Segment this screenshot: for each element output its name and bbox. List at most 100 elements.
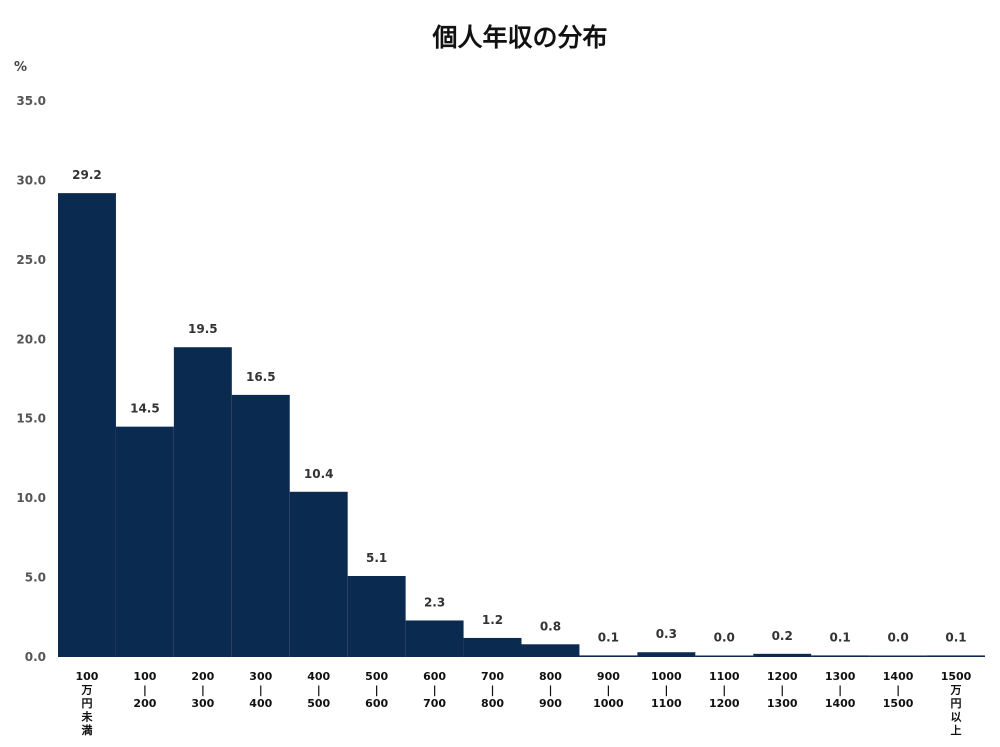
x-axis: 100万円未満100|200200|300300|400400|500500|6… xyxy=(75,670,971,737)
y-tick-label: 0.0 xyxy=(25,650,46,664)
x-tick-label-line: | xyxy=(838,684,842,697)
bar xyxy=(58,193,116,657)
bar xyxy=(289,491,348,657)
y-axis-unit: % xyxy=(14,60,27,75)
x-tick-label-line: | xyxy=(143,684,147,697)
bar xyxy=(811,655,870,657)
x-tick-label-line: 1300 xyxy=(767,697,798,710)
bar xyxy=(869,655,928,657)
data-label: 5.1 xyxy=(366,551,387,565)
x-tick-label-line: | xyxy=(433,684,437,697)
data-label: 16.5 xyxy=(246,370,276,384)
x-tick-label-line: 以 xyxy=(951,711,962,724)
x-tick-label-line: 1000 xyxy=(593,697,624,710)
x-tick-label-line: | xyxy=(780,684,784,697)
y-tick-label: 30.0 xyxy=(16,173,46,187)
x-tick-label: 1300|1400 xyxy=(825,670,856,710)
x-tick-label-line: 1200 xyxy=(709,697,740,710)
bar xyxy=(695,655,754,657)
x-tick-label-line: 800 xyxy=(481,697,504,710)
data-label: 0.3 xyxy=(656,627,677,641)
bar xyxy=(637,652,696,657)
y-tick-label: 15.0 xyxy=(16,412,46,426)
data-label: 10.4 xyxy=(304,467,334,481)
bar xyxy=(463,637,522,657)
x-tick-label-line: 1500 xyxy=(883,697,914,710)
x-tick-label-line: 500 xyxy=(307,697,330,710)
bar xyxy=(173,347,232,657)
x-tick-label-line: 円 xyxy=(81,697,92,710)
x-tick-label: 1100|1200 xyxy=(709,670,740,710)
chart-title: 個人年収の分布 xyxy=(431,23,607,52)
bar xyxy=(927,655,985,657)
x-tick-label-line: 300 xyxy=(249,670,272,683)
x-tick-label-line: 800 xyxy=(539,670,562,683)
x-tick-label-line: 1200 xyxy=(767,670,798,683)
x-tick-label-line: 上 xyxy=(951,723,962,737)
x-tick-label-line: | xyxy=(317,684,321,697)
x-tick-label-line: 200 xyxy=(191,670,214,683)
bar xyxy=(405,620,464,657)
x-tick-label-line: 400 xyxy=(249,697,272,710)
x-tick-label: 100|200 xyxy=(133,670,156,710)
x-tick-label: 200|300 xyxy=(191,670,214,710)
bars xyxy=(58,193,985,657)
bar xyxy=(231,394,290,657)
x-tick-label-line: 400 xyxy=(307,670,330,683)
x-tick-label: 900|1000 xyxy=(593,670,624,710)
data-label: 0.1 xyxy=(945,630,966,644)
x-tick-label-line: 1400 xyxy=(825,697,856,710)
bar xyxy=(115,426,174,657)
x-tick-label-line: | xyxy=(491,684,495,697)
y-tick-label: 20.0 xyxy=(16,332,46,346)
x-tick-label: 700|800 xyxy=(481,670,504,710)
y-tick-label: 5.0 xyxy=(25,571,46,585)
bar xyxy=(753,653,812,657)
bar xyxy=(521,644,580,657)
x-tick-label-line: 未 xyxy=(80,710,93,724)
x-tick-label: 800|900 xyxy=(539,670,562,710)
x-tick-label: 1000|1100 xyxy=(651,670,682,710)
x-tick-label-line: 600 xyxy=(423,670,446,683)
data-label: 0.8 xyxy=(540,619,561,633)
data-label: 2.3 xyxy=(424,595,445,609)
x-tick-label-line: 1300 xyxy=(825,670,856,683)
x-tick-label-line: 1000 xyxy=(651,670,682,683)
x-tick-label-line: 900 xyxy=(539,697,562,710)
bar xyxy=(579,655,638,657)
x-tick-label-line: 1100 xyxy=(709,670,740,683)
x-tick-label-line: 700 xyxy=(481,670,504,683)
x-tick-label-line: | xyxy=(606,684,610,697)
data-label: 0.1 xyxy=(598,630,619,644)
x-tick-label-line: 1500 xyxy=(941,670,972,683)
y-tick-label: 25.0 xyxy=(16,253,46,267)
data-label: 14.5 xyxy=(130,402,160,416)
data-labels: 29.2 14.5 19.5 16.5 10.4 5.1 2.3 1.2 0.8 0.1 0.3 0.… xyxy=(72,168,967,644)
x-tick-label: 1400|1500 xyxy=(883,670,914,710)
x-tick-label: 1200|1300 xyxy=(767,670,798,710)
data-label: 1.2 xyxy=(482,613,503,627)
x-tick-label-line: 万 xyxy=(80,684,92,697)
x-tick-label: 400|500 xyxy=(307,670,330,710)
x-tick-label: 600|700 xyxy=(423,670,446,710)
y-tick-label: 35.0 xyxy=(16,94,46,108)
x-tick-label-line: | xyxy=(201,684,205,697)
x-tick-label-line: | xyxy=(548,684,552,697)
x-tick-label-line: 700 xyxy=(423,697,446,710)
x-tick-label-line: 満 xyxy=(81,723,92,737)
x-tick-label-line: 600 xyxy=(365,697,388,710)
x-tick-label-line: | xyxy=(259,684,263,697)
x-tick-label-line: | xyxy=(375,684,379,697)
x-tick-label-line: 100 xyxy=(75,670,98,683)
data-label: 29.2 xyxy=(72,168,102,182)
data-label: 0.2 xyxy=(772,629,793,643)
x-tick-label-line: 300 xyxy=(191,697,214,710)
x-tick-label-line: 1100 xyxy=(651,697,682,710)
data-label: 19.5 xyxy=(188,322,218,336)
x-tick-label-line: 500 xyxy=(365,670,388,683)
x-tick-label-line: 円 xyxy=(951,697,962,710)
data-label: 0.1 xyxy=(830,630,851,644)
x-tick-label-line: 100 xyxy=(133,670,156,683)
